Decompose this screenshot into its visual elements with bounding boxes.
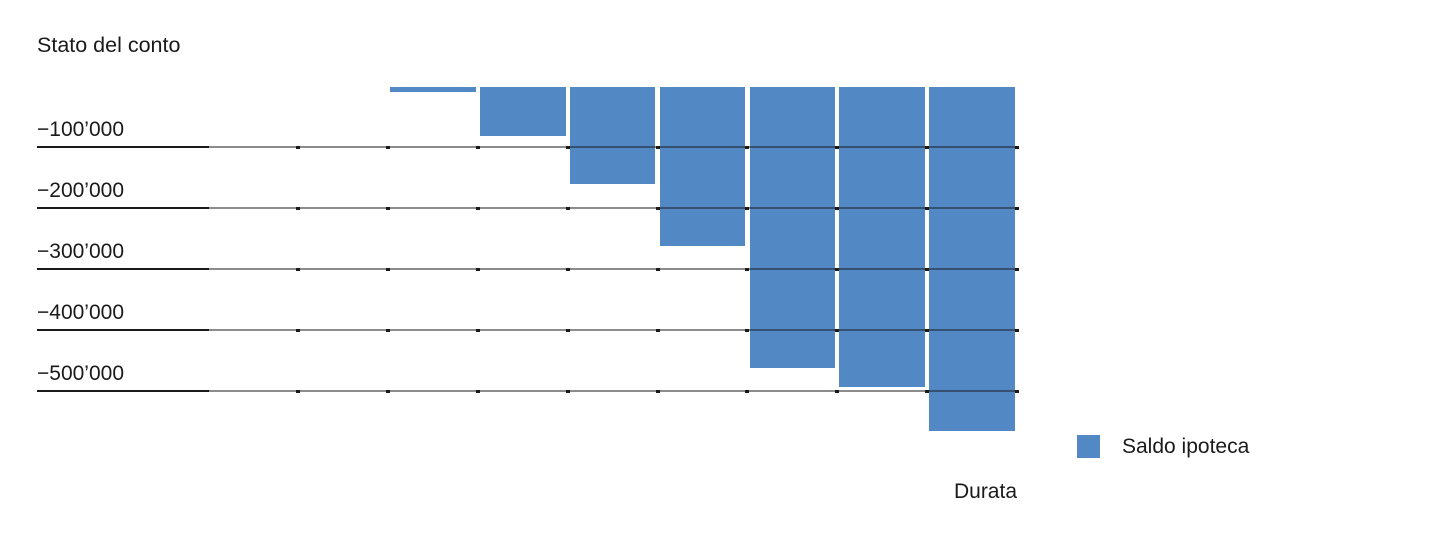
bar [480,87,566,136]
gridline-tick-mark [476,328,480,332]
gridline [208,207,1017,209]
y-axis-tick-label: −500’000 [37,361,125,385]
gridline-tick-mark [296,267,301,271]
gridline-tick-mark [296,389,301,393]
gridline-dark-segment [37,389,209,392]
bar [659,87,746,246]
x-axis-label: Durata [953,480,1017,503]
gridline-tick-mark [925,328,929,332]
bar [929,87,1015,432]
gridline-tick-mark [835,206,840,210]
gridline-tick-mark [1014,145,1019,149]
gridline-tick-mark [476,267,480,271]
gridline-tick-mark [745,328,750,332]
gridline-dark-segment [37,328,209,331]
gridline-tick-mark [745,389,750,393]
gridline-tick-mark [655,206,660,210]
gridline-tick-mark [386,206,391,210]
gridline [208,329,1017,331]
gridline-tick-mark [476,206,480,210]
gridline-tick-mark [296,328,301,332]
gridline-tick-mark [925,145,929,149]
bar [390,87,476,92]
gridline-tick-mark [835,145,840,149]
gridline-tick-mark [835,267,840,271]
bar [839,87,925,387]
gridline-tick-mark [1014,389,1019,393]
gridline-tick-mark [1014,206,1019,210]
gridline-tick-mark [386,328,391,332]
gridline-tick-mark [655,389,660,393]
y-axis-tick-label: −400’000 [37,300,125,324]
gridline-tick-mark [925,389,929,393]
gridline-tick-mark [386,389,391,393]
bar [570,87,656,185]
gridline-tick-mark [835,389,840,393]
gridline-tick-mark [296,206,301,210]
y-axis-tick-label: −300’000 [37,239,125,263]
gridline-tick-mark [655,267,660,271]
gridline-dark-segment [37,206,209,209]
gridline-tick-mark [565,328,570,332]
y-axis-tick-label: −200’000 [37,178,125,202]
gridline [208,268,1017,270]
gridline-tick-mark [925,267,929,271]
gridline-tick-mark [565,206,570,210]
gridline-tick-mark [745,206,750,210]
gridline [208,146,1017,148]
gridline-dark-segment [37,267,209,270]
chart-title: Stato del conto [37,33,181,57]
gridline-tick-mark [476,145,480,149]
gridline-tick-mark [476,389,480,393]
gridline [208,390,1017,392]
gridline-tick-mark [655,145,660,149]
gridline-tick-mark [925,206,929,210]
gridline-tick-mark [296,145,301,149]
gridline-tick-mark [745,145,750,149]
gridline-tick-mark [655,328,660,332]
gridline-tick-mark [835,328,840,332]
bar [749,87,835,369]
gridline-tick-mark [565,145,570,149]
legend: Saldo ipoteca [1077,435,1249,458]
gridline-dark-segment [37,145,209,148]
legend-swatch [1077,435,1100,458]
gridline-tick-mark [386,145,391,149]
gridline-tick-mark [386,267,391,271]
gridline-tick-mark [565,267,570,271]
gridline-tick-mark [1014,267,1019,271]
legend-label: Saldo ipoteca [1122,435,1250,458]
gridline-tick-mark [745,267,750,271]
gridline-tick-mark [565,389,570,393]
y-axis-tick-label: −100’000 [37,117,125,141]
gridline-tick-mark [1014,328,1019,332]
